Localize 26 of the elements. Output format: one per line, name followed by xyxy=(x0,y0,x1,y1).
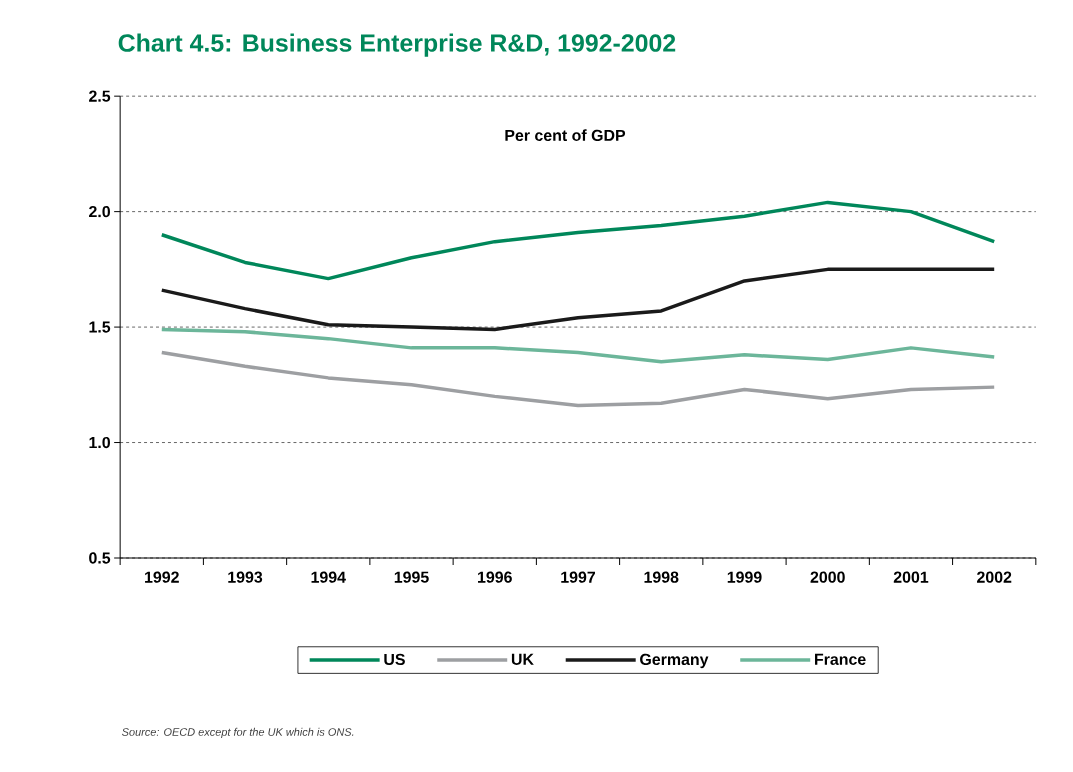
y-tick-label: 0.5 xyxy=(89,552,111,564)
legend-label: UK xyxy=(511,653,534,665)
line-series xyxy=(160,327,996,364)
source-note: Source: OECD except for the UK which is ONS. xyxy=(121,727,354,738)
y-tick-label: 1.0 xyxy=(89,436,110,449)
legend-label: Germany xyxy=(640,653,709,669)
x-tick-label: 2000 xyxy=(810,571,845,583)
chart-title: Chart 4.5: Business Enterprise R&D, 1992-2002 xyxy=(118,33,676,57)
legend-label: US xyxy=(384,653,405,665)
x-tick-label: 2002 xyxy=(977,571,1012,583)
x-tick-label: 1998 xyxy=(644,571,679,583)
line-series xyxy=(160,200,996,281)
x-tick-label: 1996 xyxy=(478,571,512,583)
x-tick-label: 2001 xyxy=(893,571,929,583)
legend-label: France xyxy=(815,653,866,665)
y-tick-label: 1.5 xyxy=(89,321,111,333)
y-tick-label: 2.0 xyxy=(89,205,110,218)
y-tick-label: 2.5 xyxy=(89,90,111,102)
x-tick-label: 1992 xyxy=(145,571,179,583)
x-tick-label: 1999 xyxy=(727,571,762,583)
x-tick-label: 1997 xyxy=(561,571,595,583)
line-series xyxy=(160,350,996,408)
text: Per cent of GDP xyxy=(505,129,626,141)
x-tick-label: 1995 xyxy=(394,571,429,583)
x-tick-label: 1994 xyxy=(311,571,346,583)
x-tick-label: 1993 xyxy=(228,571,263,583)
